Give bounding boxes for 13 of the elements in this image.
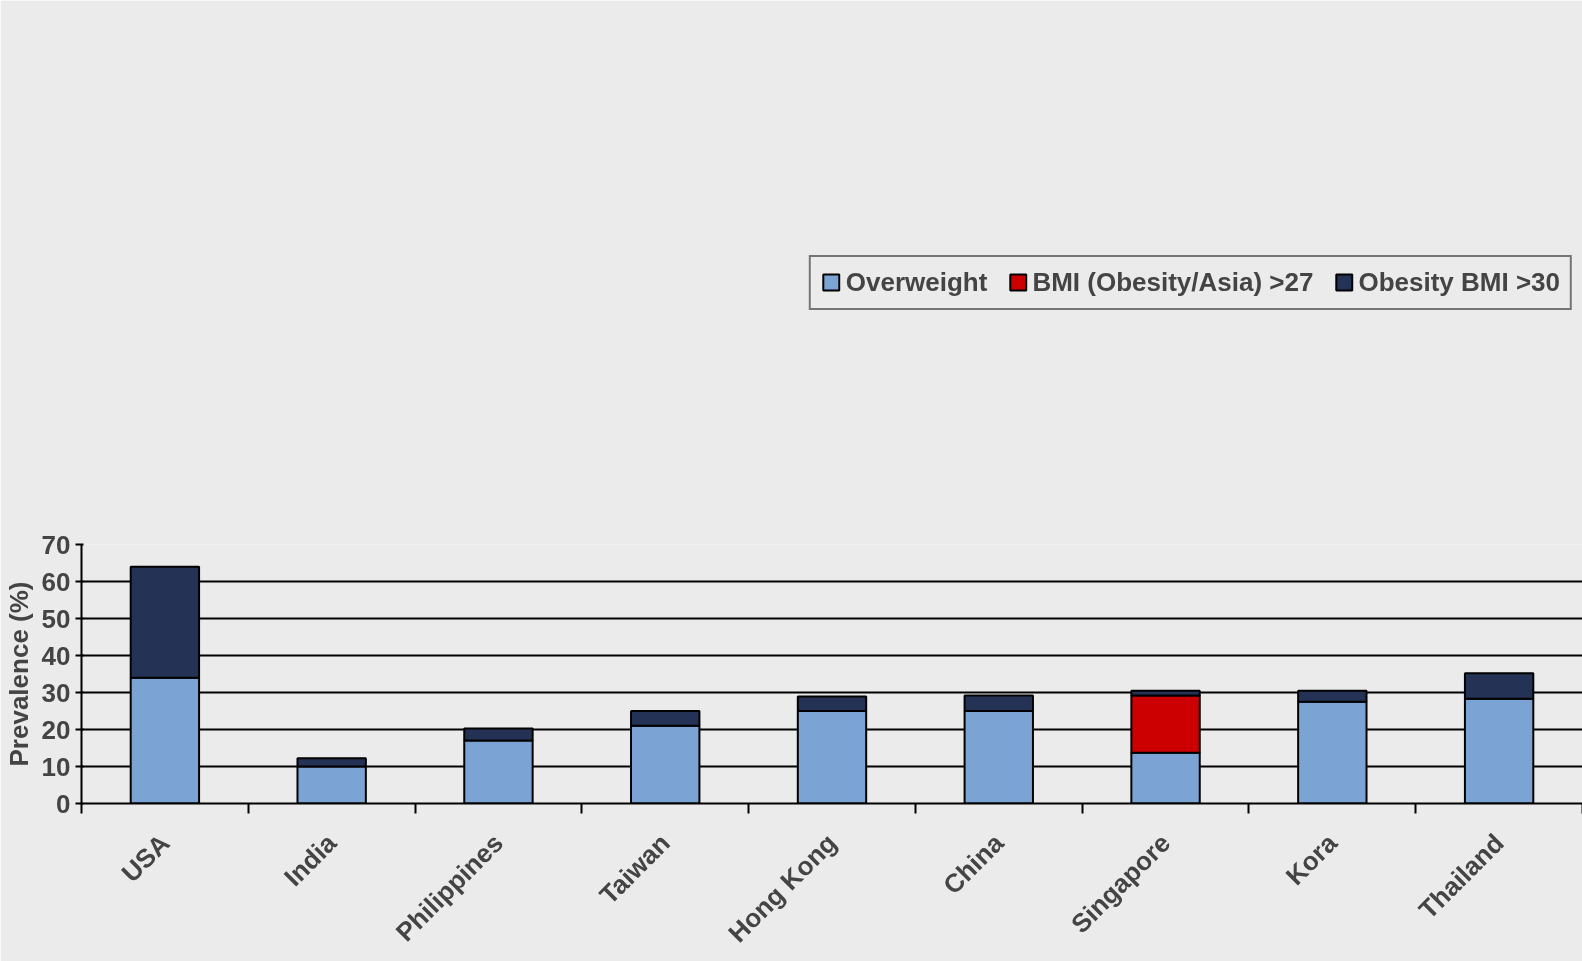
y-tick-label: 30 bbox=[41, 677, 71, 708]
y-tick-label: 50 bbox=[41, 603, 71, 634]
y-tick-label: 60 bbox=[41, 566, 71, 597]
y-tick-label: 20 bbox=[41, 714, 71, 745]
legend-label: BMI (Obesity/Asia) >27 bbox=[1032, 266, 1314, 298]
x-tick-label: USA bbox=[115, 827, 176, 888]
y-tick-label: 70 bbox=[41, 529, 71, 560]
y-tick-label: 10 bbox=[41, 751, 71, 782]
legend-label: Overweight bbox=[845, 266, 988, 298]
y-tick-label: 40 bbox=[41, 640, 71, 671]
legend-label: Obesity BMI >30 bbox=[1358, 266, 1560, 298]
y-tick-label: 0 bbox=[56, 788, 71, 819]
y-axis-title: Prevalence (%) bbox=[3, 581, 34, 767]
